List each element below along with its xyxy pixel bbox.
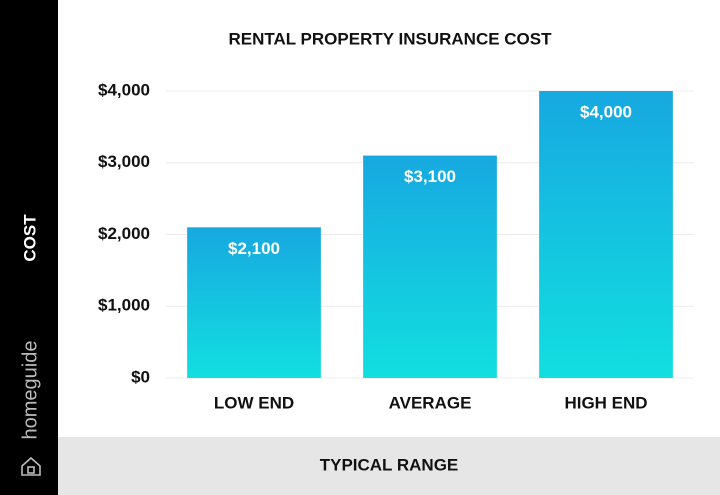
x-axis-label: TYPICAL RANGE (320, 455, 459, 474)
value-label: $4,000 (580, 102, 632, 121)
side-strip (0, 0, 58, 495)
brand: homeguide (19, 341, 41, 440)
bar (363, 155, 497, 378)
x-tick-label: AVERAGE (389, 393, 472, 412)
x-label-band (58, 437, 720, 495)
value-label: $3,100 (404, 167, 456, 186)
value-label: $2,100 (228, 239, 280, 258)
brand-icon (21, 456, 41, 476)
y-tick-label: $2,000 (98, 224, 150, 243)
y-tick-label: $0 (131, 367, 150, 386)
y-tick-label: $4,000 (98, 80, 150, 99)
chart-title: RENTAL PROPERTY INSURANCE COST (228, 29, 552, 48)
bar (539, 91, 673, 378)
y-tick-label: $1,000 (98, 296, 150, 315)
x-tick-label: LOW END (214, 393, 294, 412)
y-tick-label: $3,000 (98, 152, 150, 171)
bar (187, 227, 321, 378)
y-axis-label: COST (20, 214, 39, 262)
x-tick-label: HIGH END (564, 393, 647, 412)
